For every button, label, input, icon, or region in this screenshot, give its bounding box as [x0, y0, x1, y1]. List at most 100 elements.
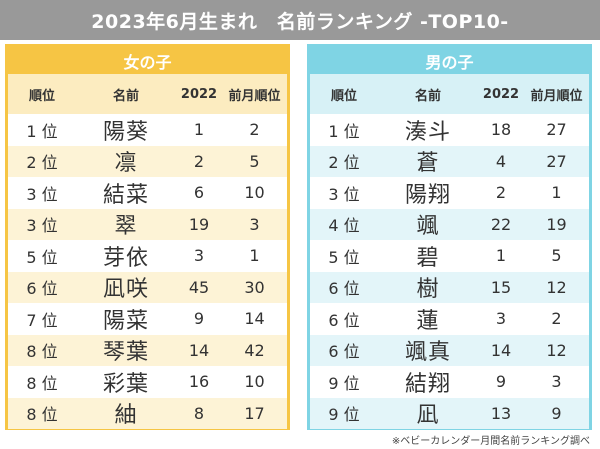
name-cell: 彩葉 [102, 371, 149, 397]
name-cell: 凪 [416, 403, 440, 429]
table-row: 6 位 樹 15 12 [310, 271, 589, 303]
prev-cell: 3 [551, 372, 562, 392]
table-row: 3 位 陽翔 2 1 [310, 177, 589, 209]
rank-cell: 4 位 [328, 216, 360, 236]
boys-panel-header: 男の子 [310, 47, 589, 74]
year-cell: 14 [188, 340, 210, 360]
table-row: 8 位 彩葉 16 10 [8, 366, 287, 398]
rank-cell: 3 位 [26, 184, 58, 204]
year-cell: 16 [188, 372, 210, 392]
name-cell: 凛 [114, 151, 138, 177]
prev-cell: 3 [249, 214, 260, 234]
table-row: 3 位 結菜 6 10 [8, 177, 287, 209]
year-cell: 1 [495, 246, 507, 266]
table-row: 2 位 凛 2 5 [8, 145, 287, 177]
rank-cell: 3 位 [328, 184, 360, 204]
rank-column-header: 順位 [330, 88, 357, 104]
name-cell: 碧 [416, 245, 440, 271]
prev-cell: 27 [546, 151, 567, 171]
prev-cell: 5 [249, 151, 260, 171]
name-column-header: 名前 [112, 88, 139, 104]
year-cell: 3 [193, 246, 205, 266]
rank-cell: 6 位 [328, 310, 360, 330]
name-cell: 陽翔 [404, 182, 451, 208]
rank-cell: 9 位 [328, 373, 360, 393]
rank-cell: 8 位 [26, 373, 58, 393]
prev-cell: 1 [551, 183, 562, 203]
year-column-header: 2022 [180, 86, 218, 102]
prev-cell: 1 [249, 246, 260, 266]
year-cell: 45 [188, 277, 210, 297]
rank-cell: 8 位 [26, 342, 58, 362]
table-row: 8 位 紬 8 17 [8, 397, 287, 429]
girls-ranking-panel: 女の子 順位 名前 2022 前月順位 1 位 陽葵 1 2 2 位 凛 2 5 3 位 結菜… [5, 44, 290, 430]
table-row: 4 位 颯 22 19 [310, 208, 589, 240]
table-row: 6 位 颯真 14 12 [310, 334, 589, 366]
name-cell: 翠 [114, 214, 138, 240]
prev-month-column-header: 前月順位 [530, 88, 583, 104]
rank-cell: 7 位 [26, 310, 58, 330]
table-row: 5 位 芽依 3 1 [8, 240, 287, 272]
year-cell: 2 [495, 183, 507, 203]
prev-cell: 10 [244, 372, 265, 392]
table-row: 3 位 翠 19 3 [8, 208, 287, 240]
rank-cell: 2 位 [26, 153, 58, 173]
table-row: 6 位 蓮 3 2 [310, 303, 589, 335]
name-cell: 結菜 [102, 182, 149, 208]
name-cell: 蓮 [416, 308, 440, 334]
name-cell: 結翔 [404, 371, 451, 397]
rank-cell: 5 位 [26, 247, 58, 267]
table-row: 1 位 湊斗 18 27 [310, 114, 589, 146]
rank-cell: 3 位 [26, 216, 58, 236]
table-row: 5 位 碧 1 5 [310, 240, 589, 272]
rank-cell: 2 位 [328, 153, 360, 173]
year-cell: 22 [490, 214, 512, 234]
prev-cell: 27 [546, 120, 567, 140]
rank-cell: 6 位 [26, 279, 58, 299]
prev-cell: 19 [546, 214, 567, 234]
table-row: 9 位 結翔 9 3 [310, 366, 589, 398]
boys-column-header: 順位 名前 2022 前月順位 [310, 74, 589, 114]
page-title: 2023年6月生まれ 名前ランキング -TOP10- [0, 0, 600, 40]
prev-cell: 9 [551, 403, 562, 423]
prev-cell: 12 [546, 277, 567, 297]
table-row: 6 位 凪咲 45 30 [8, 271, 287, 303]
name-column-header: 名前 [414, 88, 441, 104]
year-cell: 8 [193, 403, 205, 423]
prev-cell: 30 [244, 277, 265, 297]
year-cell: 1 [193, 120, 205, 140]
girls-panel-header: 女の子 [8, 47, 287, 74]
name-cell: 蒼 [416, 151, 440, 177]
rank-cell: 1 位 [328, 121, 360, 141]
year-cell: 15 [490, 277, 512, 297]
prev-cell: 14 [244, 309, 265, 329]
name-cell: 陽葵 [102, 119, 149, 145]
girls-column-header: 順位 名前 2022 前月順位 [8, 74, 287, 114]
year-cell: 9 [495, 372, 507, 392]
rank-cell: 6 位 [328, 279, 360, 299]
rank-cell: 6 位 [328, 342, 360, 362]
boys-ranking-panel: 男の子 順位 名前 2022 前月順位 1 位 湊斗 18 27 2 位 蒼 4 27 3 … [307, 44, 592, 430]
prev-month-column-header: 前月順位 [228, 88, 281, 104]
table-row: 2 位 蒼 4 27 [310, 145, 589, 177]
name-cell: 樹 [416, 277, 440, 303]
rank-cell: 1 位 [26, 121, 58, 141]
table-row: 8 位 琴葉 14 42 [8, 334, 287, 366]
prev-cell: 2 [249, 120, 260, 140]
table-row: 9 位 凪 13 9 [310, 397, 589, 429]
rank-cell: 5 位 [328, 247, 360, 267]
rank-column-header: 順位 [28, 88, 55, 104]
year-cell: 2 [193, 151, 205, 171]
year-column-header: 2022 [482, 86, 520, 102]
year-cell: 13 [490, 403, 512, 423]
name-cell: 颯真 [404, 340, 451, 366]
year-cell: 9 [193, 309, 205, 329]
rank-cell: 9 位 [328, 405, 360, 425]
table-row: 7 位 陽菜 9 14 [8, 303, 287, 335]
year-cell: 3 [495, 309, 507, 329]
table-row: 1 位 陽葵 1 2 [8, 114, 287, 146]
name-cell: 芽依 [102, 245, 149, 271]
rank-cell: 8 位 [26, 405, 58, 425]
